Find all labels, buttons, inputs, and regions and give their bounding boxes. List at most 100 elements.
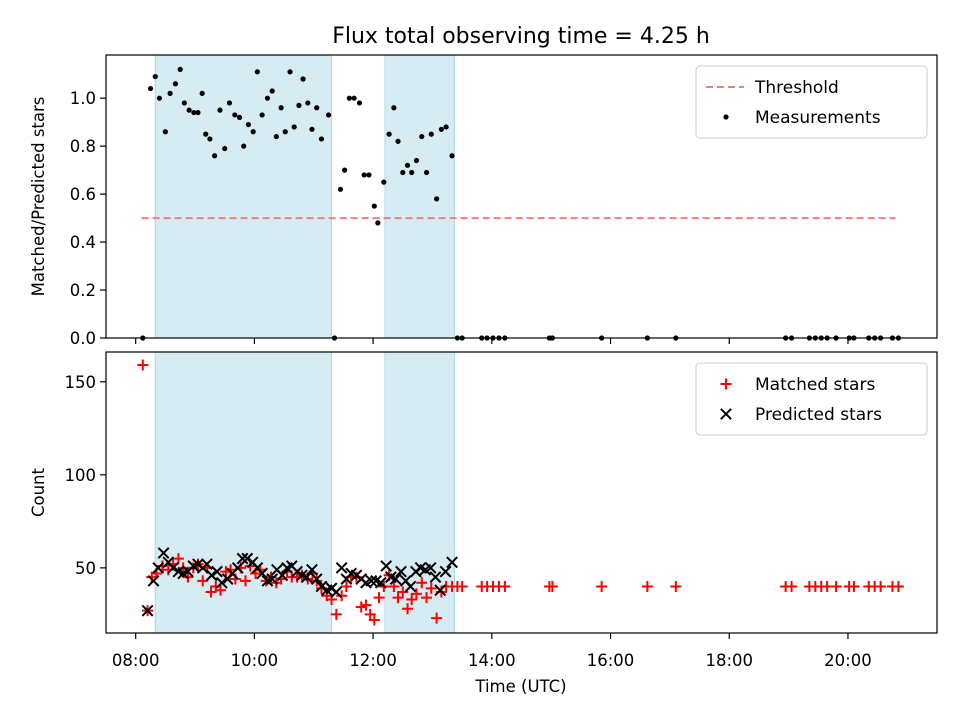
x-tick-label: 18:00: [705, 651, 753, 670]
data-point: [212, 153, 218, 159]
data-point: [365, 574, 378, 587]
data-point: [391, 105, 397, 111]
data-point: [147, 85, 154, 92]
data-point: [264, 95, 271, 101]
data-point: [375, 220, 381, 226]
data-point: [241, 552, 254, 565]
data-point: [147, 574, 160, 587]
data-point: [211, 565, 223, 578]
data-point: [443, 124, 449, 130]
data-point: [318, 136, 325, 142]
data-point: [373, 592, 385, 604]
data-point: [314, 105, 320, 111]
data-point: [670, 580, 682, 592]
data-point: [330, 586, 343, 598]
data-point: [236, 552, 249, 565]
data-point: [374, 576, 387, 589]
data-point: [236, 114, 243, 120]
data-point: [386, 131, 392, 137]
data-point: [848, 580, 860, 592]
x-tick-label: 12:00: [349, 651, 397, 670]
x-axis-label: Time (UTC): [474, 677, 566, 696]
data-point: [205, 569, 218, 582]
data-point: [424, 561, 437, 574]
data-point: [287, 69, 293, 75]
data-point: [388, 580, 400, 592]
data-point: [400, 169, 406, 176]
data-point: [197, 575, 209, 587]
data-point: [421, 592, 433, 604]
legend-marker: [720, 408, 732, 420]
data-point: [207, 136, 213, 142]
data-point: [300, 571, 313, 584]
data-point: [340, 580, 352, 592]
y-tick-label: 0.4: [70, 233, 96, 252]
data-point: [266, 573, 279, 585]
data-point: [428, 131, 434, 137]
data-point: [191, 109, 197, 116]
series-predicted-stars: [141, 547, 458, 617]
data-point: [641, 580, 653, 592]
data-point: [429, 571, 442, 584]
data-point: [380, 560, 393, 572]
legend-box: [695, 362, 928, 436]
data-point: [167, 561, 179, 574]
data-point: [172, 81, 179, 87]
data-point: [330, 608, 342, 620]
data-point: [222, 145, 228, 152]
data-point: [351, 95, 357, 101]
data-point: [215, 584, 227, 596]
data-point: [446, 556, 458, 569]
legend: Matched stars Predicted stars: [695, 362, 928, 436]
legend-label: Threshold: [754, 78, 839, 98]
data-point: [278, 105, 284, 111]
data-point: [300, 76, 306, 82]
data-point: [402, 603, 414, 615]
data-point: [177, 66, 183, 72]
data-point: [410, 588, 422, 600]
data-point: [371, 203, 377, 209]
data-point: [499, 580, 511, 592]
data-point: [239, 575, 251, 587]
data-point: [215, 576, 228, 589]
data-point: [830, 580, 842, 592]
data-point: [141, 604, 154, 617]
y-tick-label: 1.0: [70, 89, 96, 108]
data-point: [381, 179, 387, 185]
data-point: [152, 561, 165, 574]
data-point: [276, 569, 289, 582]
data-point: [199, 90, 205, 96]
data-point: [226, 100, 233, 106]
x-tick-label: 16:00: [587, 651, 635, 670]
observing-window-1: [154, 54, 333, 339]
data-point: [315, 580, 328, 593]
data-point: [241, 143, 247, 149]
data-point: [395, 138, 401, 144]
data-point: [225, 564, 237, 576]
y-tick-label: 50: [75, 559, 96, 578]
legend-marker: [720, 378, 732, 390]
data-point: [232, 112, 238, 118]
data-point: [156, 95, 163, 101]
panel-bottom: 50 100 150 Count Matched stars Predicted star…: [29, 351, 938, 639]
observing-window-2: [384, 351, 455, 634]
data-point: [456, 580, 468, 592]
data-point: [245, 121, 252, 128]
data-point: [404, 162, 411, 168]
data-point: [361, 172, 367, 178]
data-point: [231, 561, 244, 574]
data-point: [137, 359, 149, 371]
data-point: [172, 553, 184, 565]
legend-box: [695, 65, 928, 139]
legend: Threshold Measurements: [695, 65, 928, 139]
axes-frame: [105, 351, 938, 634]
data-point: [364, 608, 376, 620]
data-point: [392, 592, 404, 604]
data-point: [406, 594, 418, 606]
data-point: [205, 586, 217, 598]
data-point: [310, 573, 323, 585]
data-point: [423, 169, 430, 176]
data-point: [195, 109, 201, 116]
y-axis-label: Count: [29, 467, 48, 517]
data-point: [273, 133, 279, 140]
